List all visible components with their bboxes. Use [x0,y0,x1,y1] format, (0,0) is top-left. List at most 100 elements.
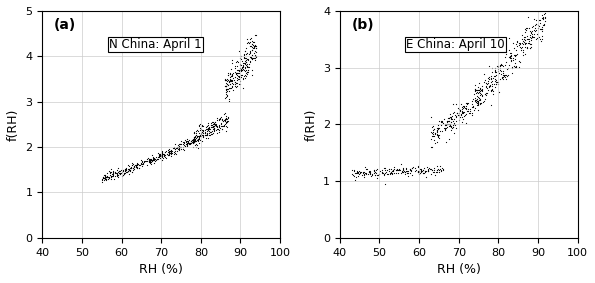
Point [534,35,544,39]
Point [116,171,126,176]
Point [436,167,445,172]
Point [227,61,237,65]
Point [245,49,255,53]
Point [118,168,128,172]
Point [249,44,259,48]
Point [233,68,243,72]
Point [527,36,536,40]
Point [146,158,156,162]
Point [520,38,530,42]
Point [241,60,250,64]
Point [211,127,221,132]
Point [504,55,513,60]
Point [401,166,411,171]
Point [425,167,435,171]
Point [468,99,477,104]
Point [249,45,259,50]
Point [367,174,376,179]
Point [177,147,186,151]
Point [112,168,122,172]
Point [180,148,189,153]
Point [486,89,495,94]
Point [453,106,462,111]
Point [101,174,111,179]
Point [159,152,169,156]
Point [208,120,217,125]
Point [250,43,259,47]
Point [353,170,362,174]
Point [126,165,136,170]
Point [519,38,528,43]
Point [486,82,495,87]
Point [250,33,260,37]
Point [227,78,236,83]
Point [214,127,223,131]
Point [498,68,508,73]
Point [250,53,260,58]
Point [198,130,207,135]
Point [541,0,550,1]
Point [473,102,483,107]
Point [127,165,136,170]
Point [497,62,507,67]
Point [209,128,219,132]
Point [165,151,175,156]
Point [203,124,212,129]
Point [180,143,190,148]
Point [242,74,251,79]
Point [101,178,111,183]
Point [427,171,436,176]
Point [414,169,423,173]
Point [209,121,219,126]
Point [527,28,537,33]
Point [231,59,241,64]
Point [429,134,439,138]
Point [202,133,212,138]
Point [198,130,207,134]
Point [385,170,394,175]
Point [210,123,220,127]
Point [496,63,505,68]
Point [507,71,516,75]
Point [243,65,253,69]
Point [132,164,142,169]
Point [515,41,524,46]
Point [190,142,200,147]
Point [454,113,464,117]
Point [234,75,243,79]
Point [430,131,440,135]
Point [527,31,536,35]
Point [149,160,159,165]
Point [223,73,232,78]
Point [432,129,441,134]
Point [222,87,231,91]
Point [430,169,439,174]
Point [239,55,249,59]
Point [148,156,158,160]
Point [205,130,215,134]
Point [217,124,226,128]
Point [242,46,251,51]
Point [192,143,202,147]
Point [540,7,549,12]
Point [195,125,205,130]
Point [434,126,444,130]
Point [240,69,250,73]
Point [99,176,108,181]
Point [203,123,212,127]
Point [224,89,233,93]
Point [525,35,535,39]
Point [221,87,230,91]
Point [236,57,246,61]
Point [194,135,203,139]
Point [443,121,453,126]
Point [231,83,240,88]
Point [211,123,221,127]
Point [355,171,365,176]
Point [145,158,154,163]
Point [134,166,143,170]
Point [452,111,462,115]
Point [189,140,199,144]
Point [427,145,437,149]
Point [524,41,534,45]
